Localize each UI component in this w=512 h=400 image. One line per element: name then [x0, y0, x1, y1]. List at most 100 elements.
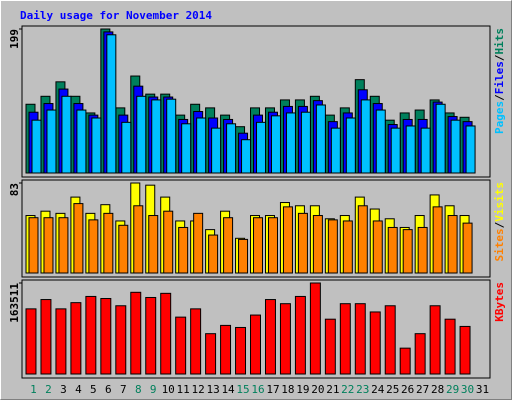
bar: [369, 311, 381, 375]
bar: [414, 333, 426, 375]
bar: [226, 123, 237, 174]
bar: [327, 219, 338, 274]
legend: Pages/Files/Hits: [493, 28, 506, 134]
bar: [342, 220, 353, 274]
bar: [354, 303, 366, 375]
bar: [372, 220, 383, 274]
bar: [136, 95, 147, 174]
bar: [429, 305, 441, 375]
x-tick-label: 28: [431, 383, 444, 396]
bar: [285, 112, 296, 174]
x-tick-label: 22: [341, 383, 354, 396]
x-tick-label: 20: [311, 383, 324, 396]
bar: [264, 299, 276, 375]
x-tick-label: 13: [206, 383, 219, 396]
bar: [465, 125, 476, 174]
bar: [315, 104, 326, 174]
bar: [58, 217, 69, 274]
bar: [220, 324, 232, 375]
bar: [324, 318, 336, 375]
bar: [28, 217, 39, 274]
bar: [312, 215, 323, 274]
legend-separator: /: [493, 94, 506, 101]
x-tick-label: 17: [266, 383, 279, 396]
bar: [88, 219, 99, 274]
x-tick-label: 9: [150, 383, 157, 396]
bar: [357, 205, 368, 274]
bar: [297, 212, 308, 274]
legend-separator: /: [493, 221, 506, 228]
bar: [417, 226, 428, 274]
bar: [462, 222, 473, 274]
x-tick-label: 16: [251, 383, 264, 396]
bar: [444, 318, 456, 375]
bar: [405, 125, 416, 174]
bar: [43, 217, 54, 274]
bar: [279, 303, 291, 375]
bar: [435, 103, 446, 174]
bar: [390, 127, 401, 174]
bar: [294, 295, 306, 375]
bar: [31, 119, 42, 174]
bar: [235, 326, 247, 375]
bar: [360, 99, 371, 174]
legend: KBytes: [493, 282, 506, 322]
bar: [447, 215, 458, 274]
x-tick-label: 30: [461, 383, 474, 396]
x-tick-label: 24: [371, 383, 385, 396]
y-tick-label: 199: [8, 29, 21, 49]
bar: [133, 205, 144, 274]
y-tick-label: 83: [8, 183, 21, 196]
bar: [190, 308, 202, 375]
bar: [256, 121, 267, 174]
legend-separator: /: [493, 54, 506, 61]
bar: [73, 203, 84, 274]
x-tick-label: 8: [135, 383, 142, 396]
x-tick-label: 10: [162, 383, 175, 396]
bar: [160, 292, 172, 375]
x-tick-label: 12: [192, 383, 205, 396]
bar: [25, 308, 37, 375]
legend-entry: Hits: [493, 28, 506, 55]
bar: [76, 109, 87, 174]
x-tick-label: 31: [476, 383, 489, 396]
bar: [384, 305, 396, 375]
bar: [103, 212, 114, 274]
bar: [253, 217, 264, 274]
x-tick-label: 7: [120, 383, 127, 396]
x-tick-label: 18: [281, 383, 294, 396]
y-tick-label: 163511: [8, 283, 21, 323]
bar: [267, 217, 278, 274]
bar: [61, 95, 72, 174]
bar: [208, 234, 219, 274]
bar: [330, 127, 341, 174]
bar: [282, 206, 293, 274]
chart-title: Daily usage for November 2014: [20, 9, 212, 22]
bar: [450, 119, 461, 174]
bar: [241, 139, 252, 174]
bar: [145, 296, 157, 375]
bar: [345, 117, 356, 174]
bar: [46, 109, 57, 174]
bar: [55, 308, 67, 375]
bar: [151, 99, 162, 174]
bar: [238, 238, 249, 274]
bar: [193, 212, 204, 274]
bar: [459, 325, 471, 375]
x-tick-label: 26: [401, 383, 414, 396]
bar: [402, 229, 413, 274]
bar: [130, 291, 142, 375]
bar: [211, 127, 222, 174]
bar: [300, 111, 311, 174]
legend-entry: Files: [493, 61, 506, 94]
bar: [115, 305, 127, 375]
bar: [375, 109, 386, 174]
x-tick-label: 19: [296, 383, 309, 396]
bar: [196, 117, 207, 174]
bar: [387, 226, 398, 274]
x-tick-label: 25: [386, 383, 399, 396]
x-tick-label: 27: [416, 383, 429, 396]
